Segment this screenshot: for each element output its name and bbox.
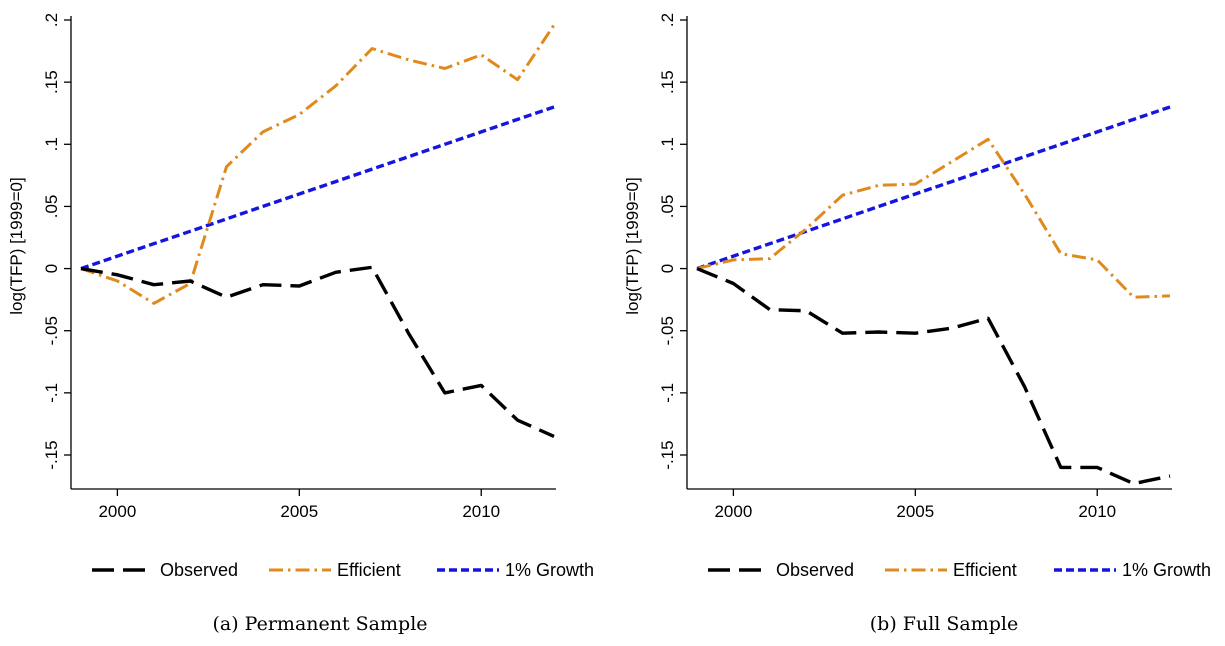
y-tick-label: -.05 <box>658 316 677 345</box>
legend-label: Observed <box>776 560 854 580</box>
legend-label: Efficient <box>337 560 401 580</box>
legend-label: Observed <box>160 560 238 580</box>
y-tick-label: .15 <box>658 70 677 94</box>
chart-panel-a: -.15 -.1 -.05 0 .05 .1 .15 .2 2000 2005 2010 log(TF… <box>7 13 594 635</box>
y-axis-title: log(TFP) [1999=0] <box>623 177 642 315</box>
y-tick-label: .1 <box>42 137 61 151</box>
y-tick-label: -.05 <box>42 316 61 345</box>
x-tick-label: 2000 <box>714 502 752 521</box>
x-tick-label: 2010 <box>462 502 500 521</box>
y-tick-label: -.1 <box>658 383 677 403</box>
y-tick-label: .15 <box>42 70 61 94</box>
series-line-observed <box>80 265 555 438</box>
legend-label: 1% Growth <box>1122 560 1211 580</box>
x-tick-label: 2005 <box>280 502 318 521</box>
y-tick-label: 0 <box>658 264 677 273</box>
y-tick-label: 0 <box>42 264 61 273</box>
series-line-efficient <box>80 24 556 305</box>
legend-label: 1% Growth <box>505 560 594 580</box>
y-tick-label: .1 <box>658 137 677 151</box>
legend: Observed Efficient 1% Growth <box>708 560 1211 580</box>
series-line-observed <box>696 267 1171 486</box>
legend: Observed Efficient 1% Growth <box>92 560 594 580</box>
y-tick-label: .2 <box>42 13 61 27</box>
chart-panel-b: -.15 -.1 -.05 0 .05 .1 .15 .2 2000 2005 2010 log(TF… <box>623 13 1211 635</box>
legend-label: Efficient <box>953 560 1017 580</box>
x-tick-label: 2000 <box>98 502 136 521</box>
series-line-efficient <box>696 137 1171 299</box>
y-tick-label: -.1 <box>42 383 61 403</box>
y-tick-label: .05 <box>42 195 61 219</box>
y-axis-title: log(TFP) [1999=0] <box>7 177 26 315</box>
y-tick-label: .05 <box>658 195 677 219</box>
panel-caption: (b) Full Sample <box>870 613 1018 635</box>
y-tick-label: -.15 <box>658 440 677 469</box>
series-line-1-growth <box>80 105 555 271</box>
y-tick-label: -.15 <box>42 440 61 469</box>
x-tick-label: 2005 <box>896 502 934 521</box>
x-tick-label: 2010 <box>1078 502 1116 521</box>
panel-caption: (a) Permanent Sample <box>212 613 427 635</box>
series-line-1-growth <box>696 105 1171 271</box>
y-tick-label: .2 <box>658 13 677 27</box>
